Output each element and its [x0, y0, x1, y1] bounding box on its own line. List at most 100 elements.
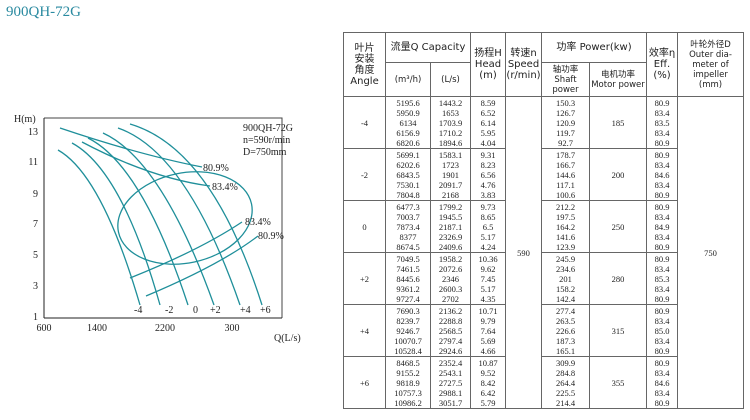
value: 5.17: [480, 283, 496, 294]
data-cell: 212.2 197.5 164.2 141.6 123.9: [541, 200, 590, 253]
value: 6156.9: [396, 127, 420, 138]
data-cell: 7049.5 7461.5 8445.6 9361.2 9727.4: [385, 252, 431, 305]
value: 83.4: [654, 283, 670, 294]
value: 7804.8: [396, 189, 420, 200]
data-cell: 5195.6 5950.9 6134 6156.9 6820.6: [385, 96, 431, 149]
header-line: impeller: [693, 69, 728, 80]
data-row: 0 6477.3 7003.7 7873.4 8377 8674.5 1799.2 1945.…: [343, 200, 744, 253]
value: 83.4: [654, 387, 670, 398]
data-cell: 5699.1 6202.6 6843.5 7530.1 7804.8: [385, 148, 431, 201]
data-cell: 80.9 83.4 84.6 83.4 80.9: [646, 356, 678, 409]
header-line: Outer dia-: [689, 49, 732, 60]
data-cell: 309.9 284.8 264.4 225.5 214.4: [541, 356, 590, 409]
data-cell: 7690.3 8239.7 9246.7 10070.7 10528.4: [385, 304, 431, 357]
header-line: Motor power: [591, 79, 645, 90]
data-cell: 2136.2 2288.8 2568.5 2797.4 2924.6: [430, 304, 471, 357]
header-cell: 叶轮外径D Outer dia-meter of impeller (mm): [677, 32, 744, 97]
header-line: 转速n: [510, 48, 537, 59]
value: 83.4: [654, 367, 670, 378]
value: 245.9: [555, 253, 576, 264]
header-cell: 轴功率 Shaft power: [541, 62, 590, 97]
value: 250: [611, 221, 625, 232]
data-cell: 8468.5 9155.2 9818.9 10757.3 10986.2: [385, 356, 431, 409]
chart-text: 9: [33, 189, 38, 200]
data-cell: 80.9 83.4 83.5 83.4 80.9: [646, 96, 678, 149]
value: 0: [362, 221, 367, 232]
value: 197.5: [555, 211, 576, 222]
data-cell: 280: [589, 252, 647, 305]
value: 4.76: [480, 179, 496, 190]
head-curves: [57, 123, 263, 306]
chart-text: 600: [37, 323, 52, 334]
value: 92.7: [558, 137, 573, 148]
value: 117.1: [556, 179, 575, 190]
value: 141.6: [555, 231, 576, 242]
value: 5195.6: [396, 97, 420, 108]
data-cell: 315: [589, 304, 647, 357]
curve: [81, 141, 211, 187]
header-cell: 扬程H Head (m): [470, 32, 506, 97]
header-line: (m): [479, 70, 497, 81]
value: 8.65: [480, 211, 496, 222]
value: 1723: [442, 159, 459, 170]
value: 83.4: [654, 263, 670, 274]
value: 6.52: [480, 107, 496, 118]
value: 8.42: [480, 377, 496, 388]
value: 9.73: [480, 201, 496, 212]
value: 8674.5: [396, 241, 420, 252]
data-cell: 150.3 126.7 120.9 119.7 92.7: [541, 96, 590, 149]
value: 166.7: [555, 159, 576, 170]
value: 2346: [442, 273, 459, 284]
value: 164.2: [555, 221, 576, 232]
header-text: 功率 Power(kw): [556, 42, 632, 53]
chart-text: 11: [28, 157, 38, 168]
value: 225.5: [555, 387, 576, 398]
value: 6477.3: [396, 201, 420, 212]
value: 264.4: [555, 377, 576, 388]
value: 83.4: [654, 231, 670, 242]
header-line: Head: [474, 59, 502, 70]
header-line: (r/min): [506, 70, 541, 81]
value: 9818.9: [396, 377, 420, 388]
value: 142.4: [555, 293, 576, 304]
value: 1945.5: [438, 211, 463, 222]
data-cell: 8.59 6.52 6.14 5.95 4.04: [470, 96, 506, 149]
data-cell: +6: [343, 356, 386, 409]
value: 284.8: [555, 367, 576, 378]
value: 2352.4: [438, 357, 463, 368]
value: 6843.5: [396, 169, 420, 180]
value: 80.9: [654, 97, 670, 108]
curve: [87, 137, 189, 306]
value: 6.14: [480, 117, 496, 128]
value: 277.4: [555, 305, 576, 316]
value: 4.66: [480, 345, 496, 356]
data-cell: 1958.2 2072.6 2346 2600.3 2702: [430, 252, 471, 305]
data-cell: -4: [343, 96, 386, 149]
value: 2568.5: [438, 325, 463, 336]
chart-text: 7: [33, 219, 38, 230]
value: 9.52: [480, 367, 496, 378]
value: 178.7: [555, 149, 576, 160]
value: 5950.9: [396, 107, 420, 118]
data-cell: 9.73 8.65 6.5 5.17 4.24: [470, 200, 506, 253]
value: 2288.8: [438, 315, 463, 326]
value: +2: [359, 273, 370, 284]
data-cell: 10.87 9.52 8.42 6.42 5.79: [470, 356, 506, 409]
value: +4: [359, 325, 370, 336]
data-cell: 2352.4 2543.1 2727.5 2988.1 3051.7: [430, 356, 471, 409]
data-cell: 9.31 8.23 6.56 4.76 3.83: [470, 148, 506, 201]
chart-text: +4: [240, 305, 251, 316]
data-row: -4 5195.6 5950.9 6134 6156.9 6820.6 1443.2 1653…: [343, 96, 744, 409]
value: 80.9: [654, 137, 670, 148]
value: 309.9: [555, 357, 576, 368]
data-cell: 0: [343, 200, 386, 253]
data-row: +6 8468.5 9155.2 9818.9 10757.3 10986.2 2352.4…: [343, 356, 744, 409]
value: 9.79: [480, 315, 496, 326]
value: 1653: [442, 107, 459, 118]
value: -4: [360, 117, 369, 128]
value: 84.6: [654, 377, 670, 388]
value: 3.83: [480, 189, 496, 200]
curve: [102, 132, 215, 306]
